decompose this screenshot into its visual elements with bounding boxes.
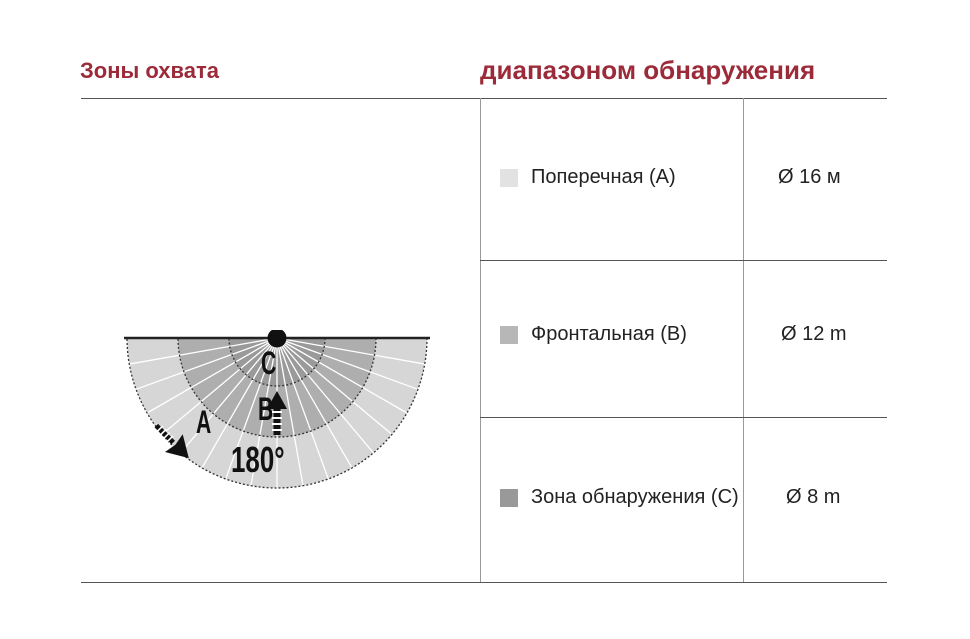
svg-text:A: A xyxy=(196,403,211,440)
svg-text:180°: 180° xyxy=(231,440,285,480)
svg-text:C: C xyxy=(261,344,276,381)
